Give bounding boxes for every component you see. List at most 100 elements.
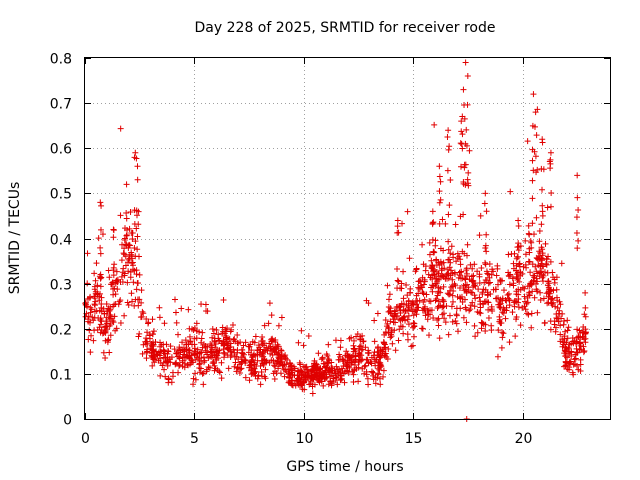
data-point <box>169 369 176 376</box>
data-point <box>465 169 472 176</box>
data-point <box>478 265 485 272</box>
data-point <box>106 274 113 281</box>
data-point <box>100 349 107 356</box>
data-point <box>203 368 210 375</box>
data-point <box>96 273 103 280</box>
data-point <box>550 287 557 294</box>
data-point <box>396 303 403 310</box>
data-point <box>513 316 520 323</box>
data-point <box>318 356 325 363</box>
data-point <box>537 297 544 304</box>
data-point <box>207 341 214 348</box>
data-point <box>445 291 452 298</box>
data-point <box>240 342 247 349</box>
data-point <box>448 303 455 310</box>
data-point <box>561 363 568 370</box>
data-point <box>500 287 507 294</box>
data-point <box>271 375 278 382</box>
data-point <box>129 266 136 273</box>
data-point <box>90 337 97 344</box>
data-point <box>544 282 551 289</box>
data-point <box>545 293 552 300</box>
data-point <box>525 230 532 237</box>
data-point <box>172 309 179 316</box>
data-point <box>447 259 454 266</box>
data-point <box>436 262 443 269</box>
data-point <box>175 331 182 338</box>
data-point <box>571 356 578 363</box>
data-point <box>233 368 240 375</box>
data-point <box>440 310 447 317</box>
data-point <box>265 320 272 327</box>
data-point <box>323 371 330 378</box>
data-point <box>432 280 439 287</box>
data-point <box>469 265 476 272</box>
data-point <box>460 314 467 321</box>
data-point <box>238 365 245 372</box>
data-point <box>556 298 563 305</box>
data-point <box>204 308 211 315</box>
data-point <box>112 300 119 307</box>
data-point <box>542 240 549 247</box>
data-point <box>452 221 459 228</box>
data-point <box>480 321 487 328</box>
data-point <box>187 338 194 345</box>
data-point <box>476 280 483 287</box>
data-point <box>580 329 587 336</box>
data-point <box>191 348 198 355</box>
data-point <box>394 265 401 272</box>
data-point <box>85 336 92 343</box>
data-point <box>123 215 130 222</box>
data-point <box>482 242 489 249</box>
data-point <box>376 353 383 360</box>
data-point <box>463 267 470 274</box>
data-point <box>460 86 467 93</box>
data-point <box>580 349 587 356</box>
data-point <box>117 297 124 304</box>
data-point <box>178 305 185 312</box>
y-tick-label: 0.7 <box>50 97 72 113</box>
data-point <box>363 368 370 375</box>
data-point <box>442 319 449 326</box>
data-point <box>534 278 541 285</box>
data-point <box>199 344 206 351</box>
data-point <box>564 317 571 324</box>
data-point <box>190 381 197 388</box>
data-point <box>328 369 335 376</box>
data-point <box>87 349 94 356</box>
data-point <box>531 272 538 279</box>
data-point <box>521 298 528 305</box>
data-point <box>261 346 268 353</box>
data-point <box>196 360 203 367</box>
data-point <box>429 221 436 228</box>
data-point <box>442 220 449 227</box>
data-point <box>267 350 274 357</box>
data-point <box>95 293 102 300</box>
data-point <box>365 350 372 357</box>
data-point <box>529 157 536 164</box>
data-point <box>138 299 145 306</box>
data-point <box>574 245 581 252</box>
data-point <box>414 307 421 314</box>
data-point <box>365 381 372 388</box>
data-point <box>247 341 254 348</box>
data-point <box>385 346 392 353</box>
data-point <box>337 376 344 383</box>
data-point <box>573 349 580 356</box>
data-point <box>485 280 492 287</box>
data-point <box>497 304 504 311</box>
data-point <box>547 203 554 210</box>
data-point <box>242 339 249 346</box>
data-point <box>495 294 502 301</box>
data-point <box>199 329 206 336</box>
data-point <box>569 369 576 376</box>
data-point <box>432 275 439 282</box>
data-point <box>515 243 522 250</box>
data-point <box>133 286 140 293</box>
data-point <box>270 358 277 365</box>
data-point <box>500 310 507 317</box>
data-point <box>528 244 535 251</box>
data-point <box>394 312 401 319</box>
data-point <box>453 320 460 327</box>
